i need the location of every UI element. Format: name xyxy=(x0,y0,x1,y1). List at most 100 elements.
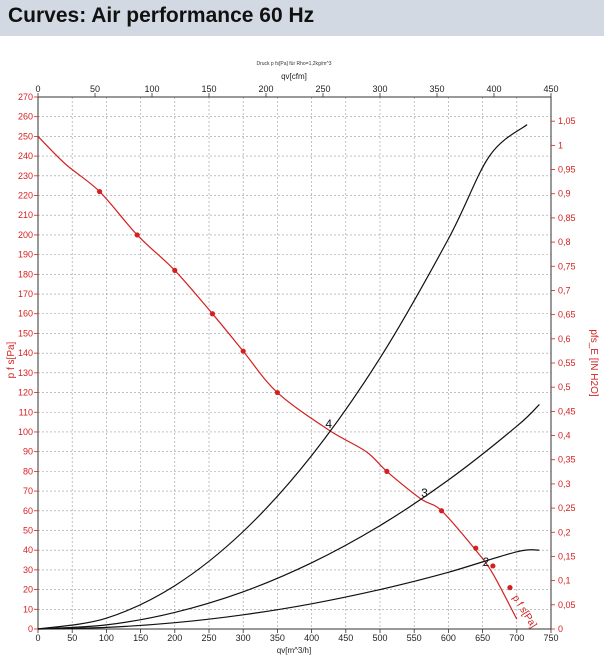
x-tick-label: 0 xyxy=(35,633,40,643)
y2-tick-label: 0,35 xyxy=(558,455,576,465)
pfs-marker xyxy=(274,389,280,396)
x-tick-label: 600 xyxy=(441,633,456,643)
y2-tick-label: 0,9 xyxy=(558,189,571,199)
pfs-marker xyxy=(507,585,513,591)
y2-tick-label: 0,85 xyxy=(558,213,576,223)
y2-tick-label: 0,1 xyxy=(558,576,571,586)
header-bar: Curves: Air performance 60 Hz xyxy=(0,0,604,36)
y-tick-label: 10 xyxy=(23,604,33,614)
y-tick-label: 100 xyxy=(18,427,33,437)
y-tick-label: 0 xyxy=(28,624,33,634)
x-tick-label: 300 xyxy=(236,633,251,643)
x2-tick-label: 350 xyxy=(429,84,444,94)
y-tick-label: 190 xyxy=(18,250,33,260)
grid xyxy=(38,97,551,629)
x-tick-label: 100 xyxy=(99,633,114,643)
x2-tick-label: 50 xyxy=(90,84,100,94)
y2-tick-label: 0,75 xyxy=(558,261,576,271)
y-axis-left: 0 10 20 30 40 50 60 70 80 90 100 110 120 130 140 150 160… xyxy=(18,92,38,634)
y-tick-label: 270 xyxy=(18,92,33,102)
x2-tick-label: 200 xyxy=(258,84,273,94)
x-tick-label: 350 xyxy=(270,633,285,643)
y-tick-label: 110 xyxy=(19,407,33,417)
pfs-marker xyxy=(384,468,390,474)
x-axis-title: qv[m^3/h] xyxy=(277,646,311,655)
point-labels: 4 3 2 xyxy=(325,417,489,569)
chart-note: Druck p fs[Pa] für Rho=1,2kg/m^3 xyxy=(256,61,331,67)
y-tick-label: 150 xyxy=(18,328,33,338)
pfs-marker xyxy=(172,267,178,273)
y2-tick-label: 0,5 xyxy=(558,382,571,392)
x-tick-label: 250 xyxy=(201,633,216,643)
pfs-marker xyxy=(134,232,140,238)
system-curve-2 xyxy=(37,549,540,630)
x2-tick-label: 400 xyxy=(486,84,501,94)
y2-tick-label: 1,05 xyxy=(558,116,576,126)
y-tick-label: 240 xyxy=(18,151,33,161)
y-tick-label: 60 xyxy=(23,506,33,516)
x-tick-label: 500 xyxy=(372,633,387,643)
pfs-marker xyxy=(96,188,103,195)
y-tick-label: 40 xyxy=(23,545,33,555)
y2-tick-label: 0,6 xyxy=(558,334,571,344)
y2-tick-label: 0,45 xyxy=(558,406,576,416)
y-tick-label: 30 xyxy=(23,565,33,575)
x2-axis-title: qv[cfm] xyxy=(281,72,307,81)
y-tick-label: 90 xyxy=(23,447,33,457)
y-axis-title: p f s[Pa] xyxy=(6,341,17,378)
y-tick-label: 130 xyxy=(18,368,33,378)
x2-tick-label: 150 xyxy=(201,84,216,94)
pfs-marker xyxy=(209,311,216,317)
y2-tick-label: 0,2 xyxy=(558,527,571,537)
y-tick-label: 180 xyxy=(18,269,33,279)
air-performance-chart: 0 50 100 150 200 250 300 350 400 450 500 550 600 650 7… xyxy=(6,61,599,655)
x2-tick-label: 100 xyxy=(144,84,159,94)
y2-tick-label: 0,15 xyxy=(558,551,576,561)
y-tick-label: 260 xyxy=(18,112,33,122)
y-tick-label: 170 xyxy=(18,289,33,299)
y-tick-label: 200 xyxy=(18,230,33,240)
system-curve-3 xyxy=(37,403,540,630)
y2-tick-label: 0,8 xyxy=(558,237,571,247)
y-tick-label: 140 xyxy=(18,348,33,358)
series-markers xyxy=(96,188,513,591)
y-tick-label: 160 xyxy=(18,309,33,319)
y-tick-label: 70 xyxy=(23,486,33,496)
y-tick-label: 210 xyxy=(18,210,33,220)
operating-point-label: 4 xyxy=(325,417,332,431)
y2-tick-label: 0,95 xyxy=(558,165,576,175)
x-tick-label: 750 xyxy=(543,633,558,643)
pfs-marker xyxy=(473,545,479,551)
y-tick-label: 80 xyxy=(23,466,33,476)
x-tick-label: 50 xyxy=(67,633,77,643)
pfs-series-label: p f s[Pa] xyxy=(510,593,539,630)
operating-point-label: 2 xyxy=(483,555,490,569)
y-tick-label: 50 xyxy=(23,525,33,535)
x-tick-label: 650 xyxy=(475,633,490,643)
y2-tick-label: 0,05 xyxy=(558,600,576,610)
x2-tick-label: 0 xyxy=(35,84,40,94)
pfs-curve xyxy=(37,135,518,620)
x2-tick-label: 250 xyxy=(315,84,330,94)
x-axis-bottom: 0 50 100 150 200 250 300 350 400 450 500 550 600 650 7… xyxy=(35,629,559,643)
y2-tick-label: 0,55 xyxy=(558,358,576,368)
pfs-marker xyxy=(438,508,445,514)
y2-tick-label: 0,4 xyxy=(558,431,571,441)
y-tick-label: 20 xyxy=(23,585,33,595)
system-curve-4 xyxy=(37,124,528,630)
y2-axis-title: pfs_E [IN H2O] xyxy=(588,329,599,396)
y2-tick-label: 0 xyxy=(558,624,563,634)
x2-tick-label: 300 xyxy=(372,84,387,94)
series-lines xyxy=(37,124,540,630)
pfs-marker xyxy=(240,348,246,354)
x-tick-label: 450 xyxy=(338,633,353,643)
y-tick-label: 120 xyxy=(18,388,33,398)
pfs-marker xyxy=(490,563,496,569)
page-title: Curves: Air performance 60 Hz xyxy=(8,4,315,27)
y-tick-label: 250 xyxy=(18,131,33,141)
y2-tick-label: 0,25 xyxy=(558,503,576,513)
y-tick-label: 230 xyxy=(18,171,33,181)
x2-tick-label: 450 xyxy=(543,84,558,94)
y2-tick-label: 0,7 xyxy=(558,285,571,295)
operating-point-label: 3 xyxy=(421,486,428,500)
